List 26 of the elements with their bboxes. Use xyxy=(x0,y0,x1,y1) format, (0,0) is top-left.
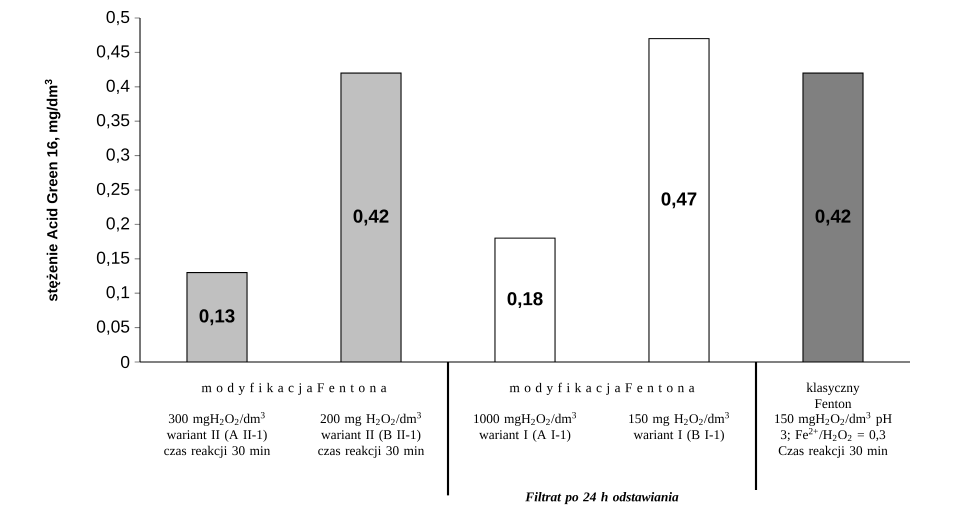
y-tick-label: 0,4 xyxy=(106,80,130,94)
y-tick-label: 0,5 xyxy=(106,10,130,26)
data-label: 0,18 xyxy=(508,292,543,308)
y-tick-label: 0,05 xyxy=(96,320,130,335)
category-label: 300 mgH$_{2}$O$_{2}$/dm$^{3}$ wariant II (A II-1) czas reakcji 30 min xyxy=(164,412,270,458)
data-label: 0,42 xyxy=(354,210,388,226)
category-label: 150 mg H$_{2}$O$_{2}$/dm$^{3}$ wariant I (B I-1) xyxy=(629,412,729,442)
y-axis-title: stężenie Acid Green 16, mg/dm$^{3}$ xyxy=(44,79,60,302)
text: klasyczny Fenton xyxy=(806,382,860,408)
y-tick-label: 0,3 xyxy=(106,148,130,163)
category-label: 1000 mgH$_{2}$O$_{2}$/dm$^{3}$ wariant I (A I-1) xyxy=(474,412,576,442)
y-tick-label: 0,35 xyxy=(96,114,130,128)
category-label: 200 mg H$_{2}$O$_{2}$/dm$^{3}$ wariant II (B II-1) czas reakcji 30 min xyxy=(318,412,424,458)
y-tick-label: 0 xyxy=(120,356,130,368)
y-tick-label: 0,45 xyxy=(96,45,130,60)
category-label: 150 mgH$_{2}$O$_{2}$/dm$^{3}$ pH 3; Fe$^{2+}$/H$_{2}$O$_{2}$ = 0,3 Czas reakcji 30 min xyxy=(775,412,892,458)
y-tick-label: 0,25 xyxy=(96,182,130,198)
data-label: 0,42 xyxy=(816,210,850,226)
text: m o d y f i k a c j a F e n t o n a xyxy=(510,382,694,395)
text: Filtrat po 24 h odstawiania xyxy=(525,492,678,504)
y-tick-label: 0,1 xyxy=(106,286,130,300)
text: m o d y f i k a c j a F e n t o n a xyxy=(202,382,386,395)
data-label: 0,47 xyxy=(662,192,696,208)
y-tick-label: 0,15 xyxy=(96,252,130,266)
data-label: 0,13 xyxy=(200,309,234,326)
y-tick-label: 0,2 xyxy=(106,217,130,232)
